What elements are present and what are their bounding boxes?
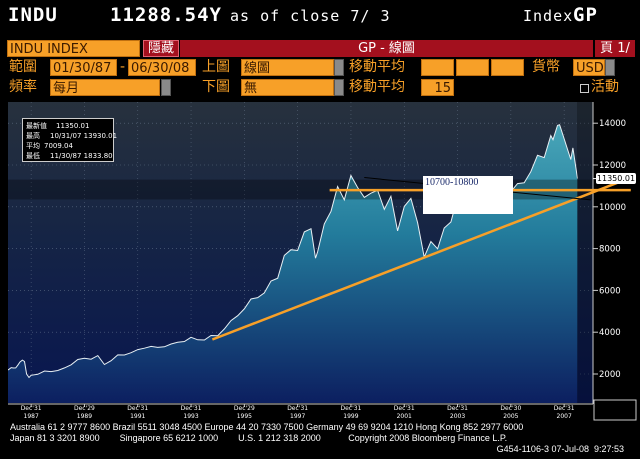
x-tick-year: 1987 bbox=[23, 413, 39, 420]
y-tick-label: 8000 bbox=[599, 245, 621, 255]
frequency-label: 頻率 bbox=[9, 79, 37, 95]
x-tick-date: Dec'31 bbox=[287, 405, 309, 412]
hide-button[interactable]: 隱藏 bbox=[143, 40, 179, 57]
frequency-dropdown-button[interactable] bbox=[161, 79, 171, 96]
range-separator: - bbox=[120, 59, 126, 75]
range-label: 範圍 bbox=[9, 59, 37, 75]
annotation-text: 10700-10800 bbox=[425, 177, 479, 188]
footer-contacts-line2: Japan 81 3 3201 8900 Singapore 65 6212 1… bbox=[10, 433, 508, 443]
x-tick-date: Dec'30 bbox=[500, 405, 522, 412]
stat-label: 最新值 bbox=[26, 122, 47, 130]
function-title-bar: GP - 線圖 bbox=[180, 40, 593, 57]
y-tick-label: 4000 bbox=[599, 328, 621, 338]
x-tick-year: 2001 bbox=[396, 413, 412, 420]
security-input[interactable]: INDU INDEX bbox=[7, 40, 140, 57]
lower-chart-label: 下圖 bbox=[202, 79, 230, 95]
stat-high: 最高 10/31/07 13930.01 bbox=[26, 131, 117, 141]
x-tick-year: 1993 bbox=[183, 413, 199, 420]
page-indicator[interactable]: 頁 1/ bbox=[595, 40, 635, 57]
price-chart: 2000 4000 6000 8000 10000 12000 14000 bbox=[8, 102, 637, 421]
as-of-close: as of close 7/ 3 bbox=[230, 7, 391, 25]
x-tick-label: Dec'29 1989 bbox=[69, 405, 99, 421]
stat-value: 11350.01 bbox=[56, 122, 90, 130]
upper-chart-dropdown-button[interactable] bbox=[334, 59, 344, 76]
stat-value: 7009.04 bbox=[44, 142, 73, 150]
x-tick-label: Dec'31 2003 bbox=[443, 405, 473, 421]
x-tick-date: Dec'31 bbox=[447, 405, 468, 412]
range-start-input[interactable]: 01/30/87 bbox=[50, 59, 117, 76]
x-tick-date: Dec'31 bbox=[20, 405, 42, 412]
lower-moving-average-label: 移動平均 bbox=[349, 79, 405, 95]
function-label: Index bbox=[523, 7, 574, 25]
y-tick-label: 14000 bbox=[599, 119, 626, 129]
ticker: INDU bbox=[8, 4, 58, 26]
footer-terminal-id: G454-1106-3 07-Jul-08 9:27:53 bbox=[496, 444, 624, 454]
function-code: GP bbox=[573, 4, 598, 26]
last-value-label: 11350.01 bbox=[596, 173, 636, 184]
last-price: 11288.54Y bbox=[110, 4, 222, 26]
stat-label: 最低 bbox=[26, 152, 40, 160]
stat-value: 11/30/87 1833.80 bbox=[50, 152, 113, 160]
stat-average: 平均 7009.04 bbox=[26, 141, 110, 151]
moving-average-3-input[interactable] bbox=[491, 59, 524, 76]
axis-corner-box bbox=[593, 399, 637, 421]
x-tick-label: Dec'31 1993 bbox=[176, 405, 206, 421]
annotation-box[interactable]: 10700-10800 bbox=[423, 176, 513, 214]
x-tick-year: 1989 bbox=[76, 413, 93, 420]
moving-average-2-input[interactable] bbox=[456, 59, 489, 76]
active-checkbox[interactable] bbox=[580, 84, 589, 93]
y-tick-label: 6000 bbox=[599, 286, 621, 296]
frequency-select[interactable]: 每月 bbox=[50, 79, 160, 96]
support-trendline bbox=[211, 179, 624, 341]
x-tick-date: Dec'31 bbox=[553, 405, 575, 412]
stats-legend: 最新值 11350.01 最高 10/31/07 13930.01 平均 7009.0… bbox=[22, 118, 117, 162]
stat-value: 10/31/07 13930.01 bbox=[50, 132, 118, 140]
active-label: 活動 bbox=[591, 79, 619, 95]
x-tick-label: Dec'31 2001 bbox=[389, 405, 419, 421]
x-tick-label: Dec'30 2005 bbox=[496, 405, 526, 421]
moving-average-label: 移動平均 bbox=[349, 59, 405, 75]
upper-chart-select[interactable]: 線圖 bbox=[241, 59, 334, 76]
stat-label: 平均 bbox=[26, 142, 40, 150]
moving-average-1-input[interactable] bbox=[421, 59, 454, 76]
x-tick-year: 2003 bbox=[449, 413, 466, 420]
x-tick-year: 1997 bbox=[290, 413, 306, 420]
stat-label: 最高 bbox=[26, 132, 40, 140]
no-data-region bbox=[577, 102, 593, 403]
x-tick-label: Dec'31 1999 bbox=[336, 405, 366, 421]
upper-chart-label: 上圖 bbox=[202, 59, 230, 75]
x-tick-year: 1995 bbox=[236, 413, 252, 420]
x-tick-year: 1999 bbox=[343, 413, 359, 420]
x-tick-label: Dec'31 1997 bbox=[283, 405, 313, 421]
x-tick-date: Dec'29 bbox=[233, 405, 255, 412]
x-tick-label: Dec'31 2007 bbox=[549, 405, 579, 421]
y-tick-label: 2000 bbox=[599, 370, 621, 380]
series-area bbox=[8, 124, 578, 403]
y-tick-label: 10000 bbox=[599, 203, 626, 213]
lower-chart-select[interactable]: 無 bbox=[241, 79, 334, 96]
x-tick-date: Dec'31 bbox=[127, 405, 149, 412]
x-tick-date: Dec'31 bbox=[180, 405, 202, 412]
x-tick-label: Dec'29 1995 bbox=[229, 405, 259, 421]
footer-contacts-line1: Australia 61 2 9777 8600 Brazil 5511 304… bbox=[10, 422, 524, 432]
x-tick-date: Dec'29 bbox=[73, 405, 95, 412]
lower-chart-dropdown-button[interactable] bbox=[334, 79, 344, 96]
x-tick-year: 2005 bbox=[503, 413, 519, 420]
x-tick-year: 1991 bbox=[130, 413, 146, 420]
x-tick-year: 2007 bbox=[556, 413, 572, 420]
range-end-input[interactable]: 06/30/08 bbox=[128, 59, 196, 76]
stat-last: 最新值 11350.01 bbox=[26, 121, 110, 131]
x-tick-label: Dec'31 1987 bbox=[16, 405, 46, 421]
currency-select[interactable]: USD bbox=[573, 59, 605, 76]
currency-label: 貨幣 bbox=[532, 59, 560, 75]
currency-dropdown-button[interactable] bbox=[605, 59, 615, 76]
x-tick-date: Dec'31 bbox=[340, 405, 362, 412]
x-tick-date: Dec'31 bbox=[393, 405, 415, 412]
y-tick-label: 12000 bbox=[599, 161, 626, 171]
stat-low: 最低 11/30/87 1833.80 bbox=[26, 151, 113, 161]
x-tick-label: Dec'31 1991 bbox=[123, 405, 153, 421]
lower-moving-average-input[interactable]: 15 bbox=[421, 79, 454, 96]
